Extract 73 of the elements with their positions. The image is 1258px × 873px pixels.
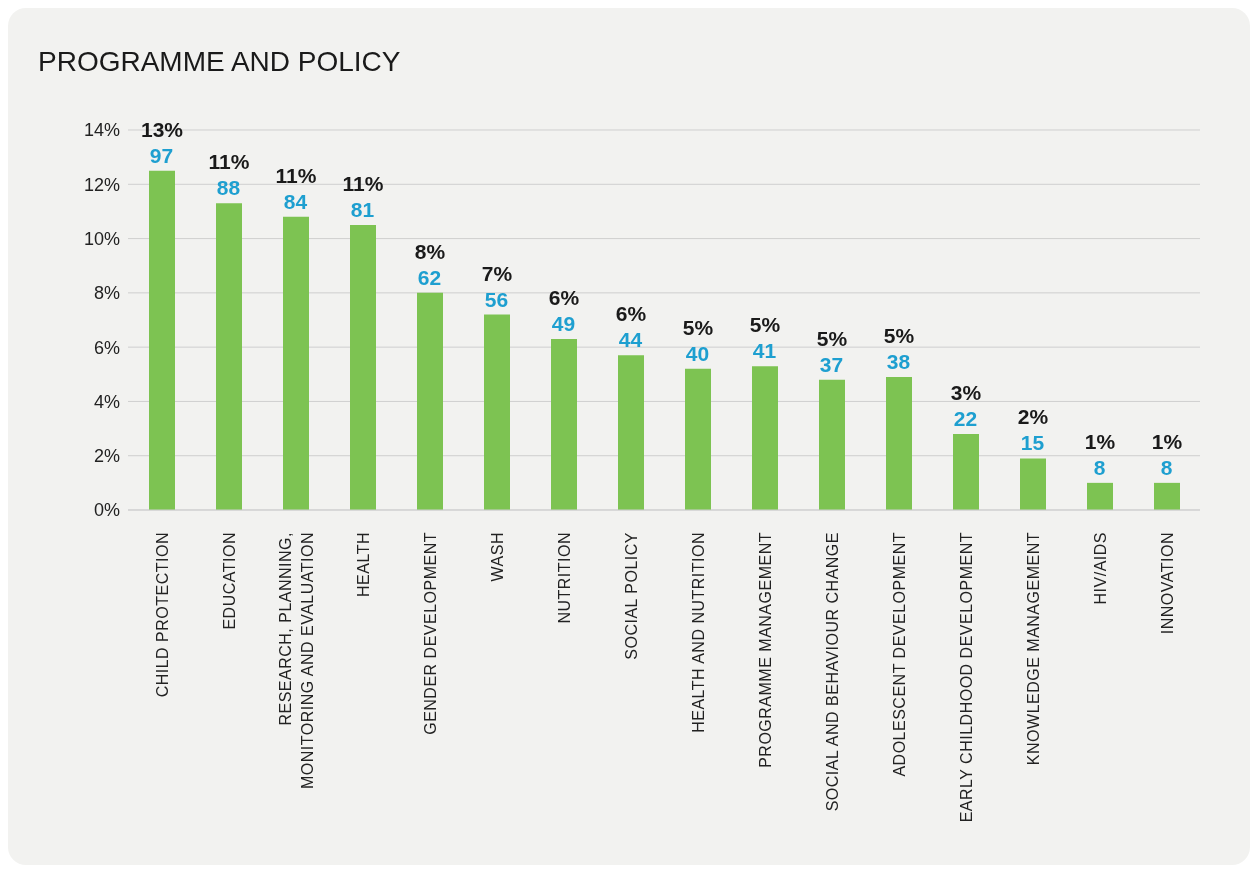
data-label: 2% <box>1017 405 1049 429</box>
bar <box>484 314 510 510</box>
data-label: 6% <box>548 286 580 309</box>
y-tick-label: 14% <box>83 120 120 141</box>
x-tick-label: EARLY CHILDHOOD DEVELOPMENT <box>957 532 975 823</box>
annotation: 37 <box>819 352 844 376</box>
x-tick-label: HEALTH <box>354 532 372 597</box>
x-tick-label: KNOWLEDGE MANAGEMENT <box>1024 532 1042 766</box>
x-tick-label: GENDER DEVELOPMENT <box>421 532 439 735</box>
data-label: 11% <box>342 172 384 195</box>
data-label: 11% <box>208 150 250 174</box>
bar <box>283 216 309 510</box>
bar <box>1154 482 1180 510</box>
annotation: 8 <box>1093 455 1106 479</box>
annotation: 22 <box>953 407 978 430</box>
bar <box>417 292 443 510</box>
data-label: 13% <box>140 117 184 141</box>
x-tick-label: HEALTH AND NUTRITION <box>689 532 707 733</box>
x-tick-label: CHILD PROTECTION <box>153 532 171 698</box>
data-label: 11% <box>275 163 317 187</box>
data-label: 5% <box>816 326 848 350</box>
data-label: 1% <box>1084 429 1116 453</box>
bar <box>216 203 242 510</box>
bar <box>752 366 778 510</box>
annotation: 41 <box>752 339 777 363</box>
y-tick-label: 4% <box>93 391 120 412</box>
bar <box>953 434 979 510</box>
annotation: 62 <box>417 265 442 289</box>
data-label: 5% <box>883 324 915 347</box>
data-label: 6% <box>615 302 647 326</box>
annotation: 40 <box>685 341 710 365</box>
x-tick-label: EDUCATION <box>220 532 238 630</box>
x-tick-label: NUTRITION <box>555 532 573 624</box>
annotation: 84 <box>283 189 308 213</box>
annotation: 49 <box>551 312 576 335</box>
x-tick-label: ADOLESCENT DEVELOPMENT <box>890 532 908 777</box>
y-tick-label: 10% <box>83 228 120 249</box>
annotation: 44 <box>618 328 643 352</box>
annotation: 81 <box>350 198 375 221</box>
bar <box>685 368 711 510</box>
data-label: 5% <box>682 315 714 339</box>
bar <box>1087 482 1113 510</box>
y-tick-label: 8% <box>93 283 120 304</box>
x-tick-label: SOCIAL AND BEHAVIOUR CHANGE <box>823 532 841 812</box>
y-tick-label: 6% <box>93 337 120 358</box>
x-tick-label: SOCIAL POLICY <box>622 532 640 660</box>
annotation: 38 <box>886 350 911 373</box>
bar <box>149 170 175 510</box>
data-label: 5% <box>749 313 781 337</box>
y-tick-label: 12% <box>83 174 120 195</box>
x-tick-label: RESEARCH, PLANNING, MONITORING AND EVALUATION <box>276 532 316 789</box>
annotation: 8 <box>1160 455 1173 479</box>
x-tick-label: INNOVATION <box>1158 532 1176 635</box>
annotation: 56 <box>484 287 509 311</box>
bar <box>350 225 376 510</box>
data-label: 8% <box>414 239 446 263</box>
annotation: 15 <box>1020 431 1045 455</box>
x-tick-label: HIV/AIDS <box>1091 532 1109 605</box>
chart-title: PROGRAMME AND POLICY <box>38 46 401 78</box>
data-label: 3% <box>950 381 982 404</box>
bar <box>819 379 845 510</box>
annotation: 88 <box>216 176 241 200</box>
x-tick-label: PROGRAMME MANAGEMENT <box>756 532 774 768</box>
bar <box>551 339 577 510</box>
bar <box>1020 458 1046 510</box>
data-label: 1% <box>1151 429 1183 453</box>
y-tick-label: 2% <box>93 446 120 467</box>
bar <box>618 355 644 510</box>
bar <box>886 377 912 510</box>
annotation: 97 <box>149 143 174 167</box>
x-tick-label: WASH <box>488 532 506 582</box>
data-label: 7% <box>481 261 513 285</box>
y-tick-label: 0% <box>93 500 120 521</box>
